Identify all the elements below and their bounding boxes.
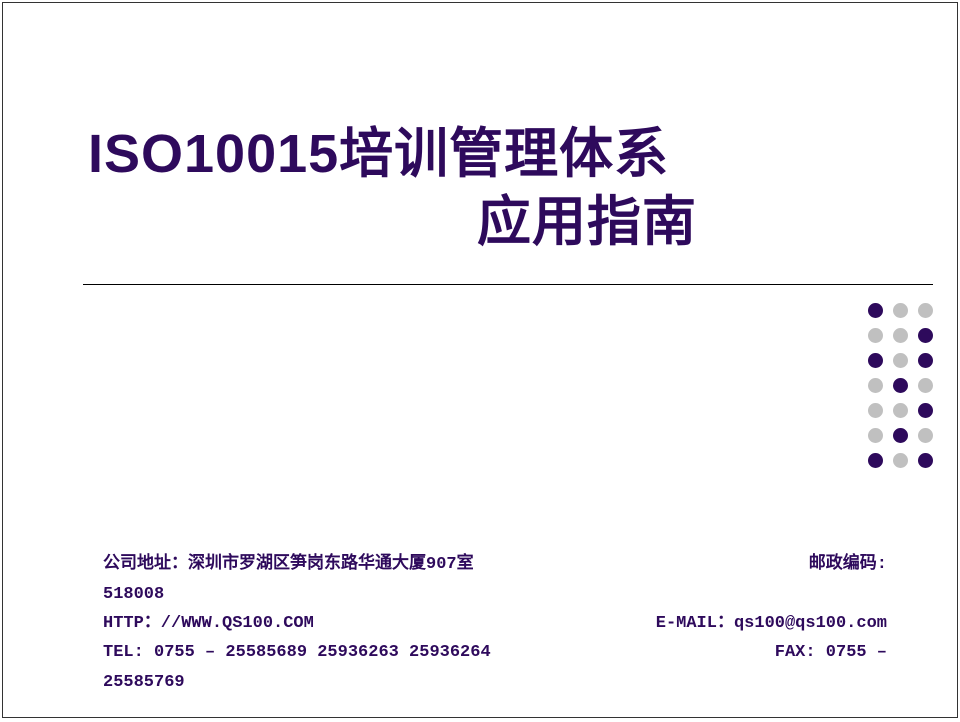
footer-left-text: 25585769 xyxy=(103,670,627,696)
footer-left-text: 公司地址：深圳市罗湖区笋岗东路华通大厦907室 xyxy=(103,552,627,578)
footer-right-text xyxy=(627,582,887,608)
decorative-dot xyxy=(893,453,908,468)
title-line-2: 应用指南 xyxy=(88,189,887,257)
decorative-dot xyxy=(918,428,933,443)
decorative-dot xyxy=(893,353,908,368)
decorative-dot xyxy=(918,453,933,468)
decorative-dot xyxy=(893,403,908,418)
horizontal-divider xyxy=(83,284,933,285)
decorative-dot xyxy=(868,378,883,393)
decorative-dot xyxy=(868,303,883,318)
decorative-dot xyxy=(893,378,908,393)
dot-row xyxy=(868,328,933,343)
decorative-dot xyxy=(868,353,883,368)
slide-container: ISO10015培训管理体系 应用指南 公司地址：深圳市罗湖区笋岗东路华通大厦9… xyxy=(2,2,958,718)
dot-row xyxy=(868,428,933,443)
footer-right-text: 邮政编码: xyxy=(627,552,887,578)
decorative-dot xyxy=(893,303,908,318)
footer-left-text: TEL: 0755 – 25585689 25936263 25936264 xyxy=(103,640,627,666)
decorative-dot xyxy=(918,303,933,318)
title-block: ISO10015培训管理体系 应用指南 xyxy=(88,121,887,256)
title-line-1: ISO10015培训管理体系 xyxy=(88,121,887,189)
footer-row: 公司地址：深圳市罗湖区笋岗东路华通大厦907室邮政编码: xyxy=(103,552,887,578)
footer-right-text: FAX: 0755 – xyxy=(627,640,887,666)
decorative-dot xyxy=(918,403,933,418)
footer-row: 518008 xyxy=(103,582,887,608)
footer-row: HTTP：//WWW.QS100.COME-MAIL：qs100@qs100.c… xyxy=(103,611,887,637)
footer-row: 25585769 xyxy=(103,670,887,696)
dot-row xyxy=(868,303,933,318)
footer-left-text: HTTP：//WWW.QS100.COM xyxy=(103,611,627,637)
decorative-dot xyxy=(918,378,933,393)
dot-row xyxy=(868,403,933,418)
footer-contact-info: 公司地址：深圳市罗湖区笋岗东路华通大厦907室邮政编码:518008HTTP：/… xyxy=(103,552,887,699)
footer-right-text: E-MAIL：qs100@qs100.com xyxy=(627,611,887,637)
footer-left-text: 518008 xyxy=(103,582,627,608)
decorative-dot xyxy=(893,328,908,343)
decorative-dot xyxy=(868,428,883,443)
dot-row xyxy=(868,378,933,393)
dot-row xyxy=(868,353,933,368)
decorative-dot xyxy=(868,328,883,343)
decorative-dots-grid xyxy=(868,303,933,468)
decorative-dot xyxy=(868,453,883,468)
footer-row: TEL: 0755 – 25585689 25936263 25936264FA… xyxy=(103,640,887,666)
dot-row xyxy=(868,453,933,468)
footer-right-text xyxy=(627,670,887,696)
decorative-dot xyxy=(918,353,933,368)
decorative-dot xyxy=(918,328,933,343)
decorative-dot xyxy=(893,428,908,443)
decorative-dot xyxy=(868,403,883,418)
